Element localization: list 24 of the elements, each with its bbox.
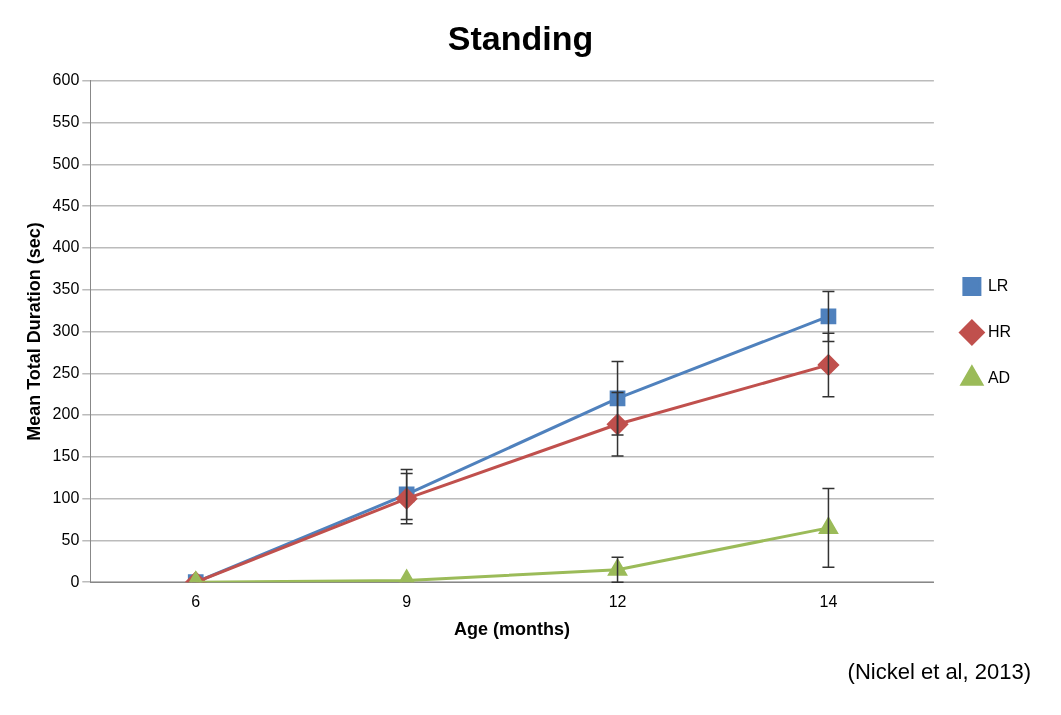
x-tick-label: 12 [608,593,627,611]
x-tick-label: 14 [819,593,838,611]
y-tick-label: 50 [61,530,80,548]
y-axis-title: Mean Total Duration (sec) [23,222,44,441]
y-tick-label: 100 [52,489,80,507]
y-tick-label: 0 [70,572,80,590]
text: (Nickel et al, 2013) [847,659,1031,685]
y-tick-label: 250 [52,363,80,381]
y-tick-label: 200 [52,405,80,423]
y-tick-label: 400 [52,238,80,256]
legend-label: HR [987,322,1011,340]
y-tick-label: 350 [52,280,80,298]
y-tick-label: 550 [52,112,80,130]
y-tick-label: 150 [52,447,80,465]
chart-title: Standing [447,18,594,57]
x-tick-label: 6 [191,593,201,611]
x-axis-title: Age (months) [454,619,571,640]
y-tick-label: 600 [52,71,80,89]
x-tick-label: 9 [402,593,412,611]
y-tick-label: 300 [52,321,80,339]
y-tick-label: 500 [52,154,80,172]
y-tick-label: 450 [52,196,80,214]
legend-label: LR [987,276,1009,294]
legend-label: AD [987,368,1011,386]
